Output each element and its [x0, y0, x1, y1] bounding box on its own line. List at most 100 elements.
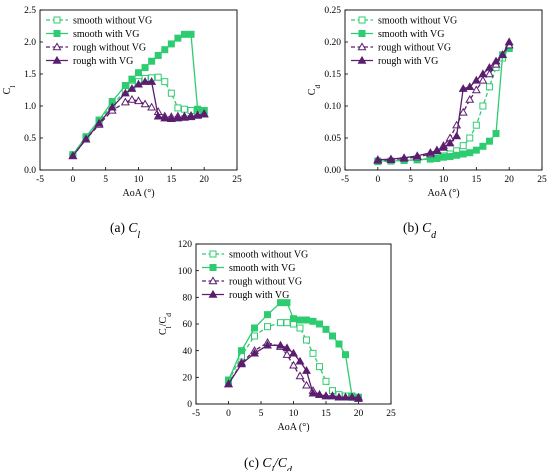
chart-a: -5 0 5 10 15 20 25 0.0 0.5 1.0 1.5 2.0 2.5 AoA (°) Cl s…: [2, 6, 242, 199]
data-point: [322, 377, 330, 385]
data-point: [341, 392, 350, 401]
y-tick-label: 60: [183, 320, 193, 330]
legend-marker: [52, 55, 62, 64]
legend-label: smooth without VG: [73, 16, 152, 27]
y-tick-label: 0.10: [324, 102, 341, 112]
x-axis-label: AoA (°): [122, 188, 154, 199]
x-tick-label: -5: [192, 409, 200, 419]
legend-label: smooth with VG: [378, 29, 445, 40]
legend-entry: smooth with VG: [46, 29, 140, 40]
legend-entry: rough without VG: [351, 42, 451, 54]
data-point: [166, 114, 176, 122]
data-point: [147, 77, 157, 85]
y-tick-label: 0: [187, 400, 192, 410]
data-point: [446, 153, 454, 161]
data-point: [94, 118, 104, 127]
legend-label: rough without VG: [229, 277, 302, 288]
legend-marker: [357, 55, 367, 64]
data-point: [329, 332, 336, 340]
data-point: [412, 151, 422, 160]
data-point: [186, 112, 196, 121]
legend-entry: smooth with VG: [351, 29, 445, 40]
x-tick-label: 10: [289, 409, 299, 419]
data-point: [439, 142, 448, 151]
chart-b: -5 0 5 10 15 20 25 0.00 0.05 0.10 0.15 0.20 0.25 AoA …: [307, 6, 547, 199]
x-tick-label: 5: [408, 175, 413, 185]
data-point: [180, 30, 188, 38]
data-point: [296, 324, 304, 332]
data-point: [432, 145, 442, 154]
y-axis-label: Cl/Cd: [158, 313, 173, 335]
legend-marker: [209, 250, 217, 258]
data-point: [277, 319, 284, 327]
data-point: [295, 371, 305, 380]
data-point: [237, 359, 246, 368]
legend-entry: smooth without VG: [202, 250, 308, 261]
legend-marker: [357, 42, 367, 51]
series-smooth-with-VG: [225, 299, 362, 401]
data-point: [153, 111, 163, 120]
x-tick-label: 5: [259, 409, 264, 419]
data-point: [316, 363, 323, 371]
data-point: [121, 82, 129, 90]
data-point: [433, 154, 441, 162]
x-axis-label: AoA (°): [427, 188, 459, 199]
data-point: [491, 56, 501, 65]
data-point: [128, 75, 136, 83]
y-tick-label: 1.5: [24, 70, 36, 80]
data-point: [465, 82, 475, 90]
data-point: [199, 109, 209, 118]
x-tick-label: 20: [504, 175, 514, 185]
y-tick-label: 0.20: [324, 38, 341, 48]
x-tick-label: 15: [321, 409, 331, 419]
data-point: [140, 99, 150, 108]
data-point: [302, 380, 311, 389]
data-point: [167, 89, 175, 97]
data-point: [458, 84, 468, 92]
y-tick-label: 20: [183, 374, 193, 384]
data-point: [187, 30, 195, 38]
data-point: [282, 350, 292, 358]
data-point: [296, 316, 304, 324]
data-point: [167, 40, 175, 48]
series-rough-with-VG: [373, 37, 514, 163]
legend-entry: smooth with VG: [202, 263, 296, 274]
x-tick-label: 5: [103, 175, 108, 185]
data-point: [445, 138, 455, 147]
data-point: [140, 77, 150, 85]
legend-label: rough without VG: [378, 43, 451, 54]
data-point: [174, 34, 182, 42]
x-tick-label: 0: [375, 175, 380, 185]
data-point: [303, 316, 310, 324]
data-point: [478, 75, 488, 84]
data-point: [466, 149, 474, 157]
data-point: [485, 137, 493, 145]
data-point: [459, 142, 467, 150]
legend-label: rough without VG: [73, 43, 146, 54]
x-tick-label: 10: [439, 175, 449, 185]
y-tick-label: 0.00: [324, 166, 341, 176]
data-point: [148, 57, 156, 65]
data-point: [251, 324, 258, 332]
data-point: [322, 325, 330, 333]
data-point: [316, 320, 323, 328]
data-point: [440, 153, 447, 161]
data-point: [334, 392, 344, 401]
y-tick-label: 40: [183, 347, 193, 357]
legend-label: smooth without VG: [378, 16, 457, 27]
data-point: [452, 120, 462, 129]
y-tick-label: 80: [183, 294, 193, 304]
data-point: [386, 154, 396, 163]
data-point: [135, 69, 142, 77]
legend-marker: [208, 289, 218, 298]
data-point: [315, 390, 324, 398]
data-point: [81, 134, 91, 143]
data-point: [465, 94, 475, 103]
data-point: [224, 379, 233, 388]
data-point: [120, 97, 130, 106]
data-point: [134, 96, 143, 105]
x-tick-label: 20: [354, 409, 364, 419]
x-tick-label: -5: [36, 175, 44, 185]
data-point: [154, 51, 162, 59]
